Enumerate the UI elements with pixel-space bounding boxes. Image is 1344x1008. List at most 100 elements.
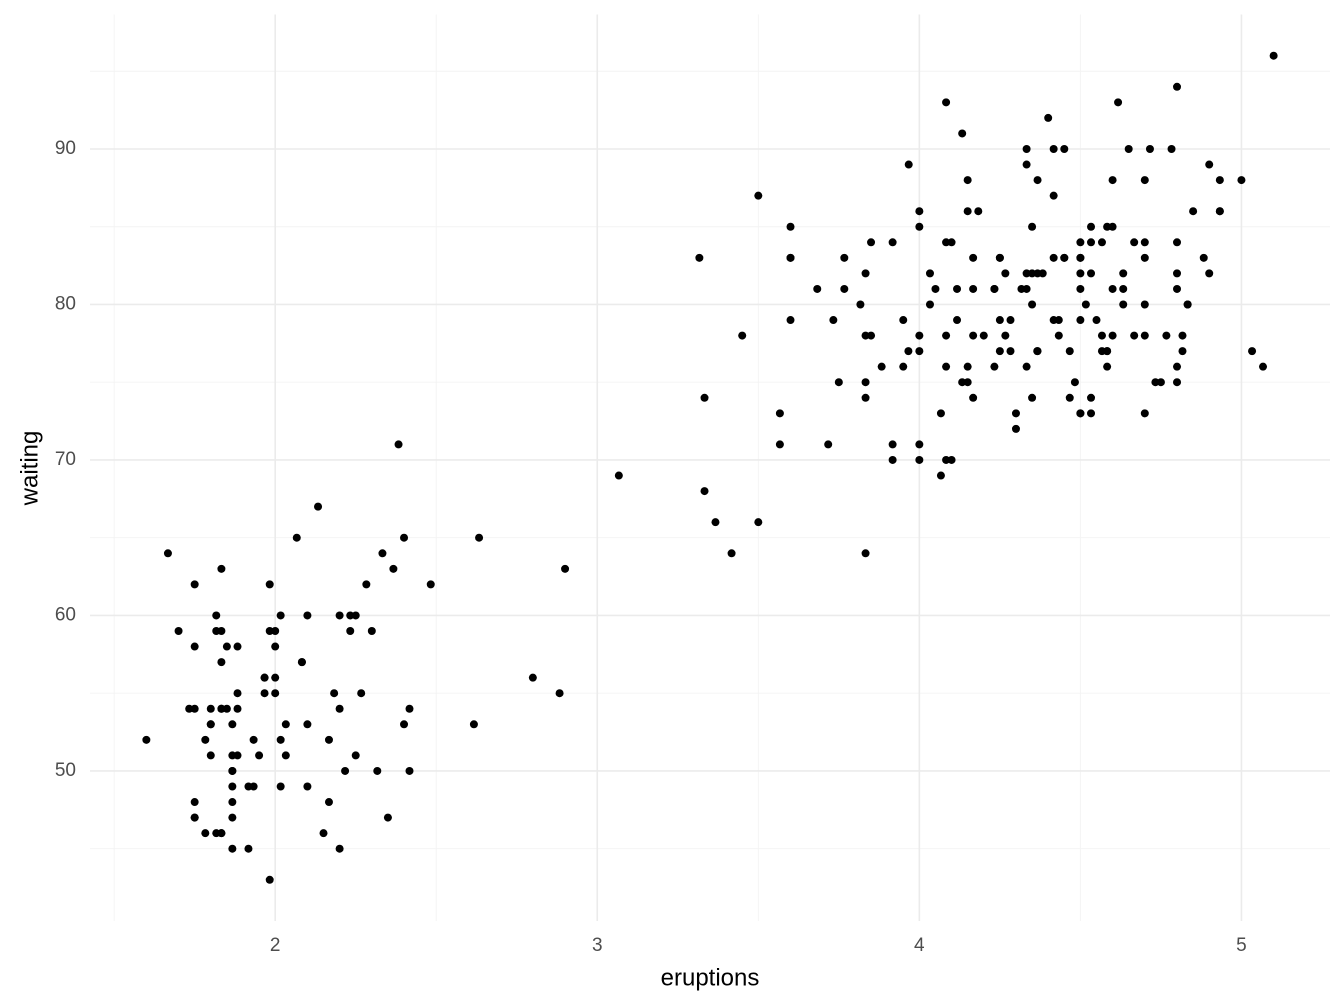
point [1173,269,1182,278]
point [292,533,301,542]
point [271,642,280,651]
point [394,440,403,449]
point [754,191,763,200]
point [1070,378,1079,387]
point [1097,238,1106,247]
point [271,627,280,636]
point [1092,316,1101,325]
point [389,564,398,573]
point [1022,269,1031,278]
point [233,642,242,651]
point [276,611,285,620]
point [217,564,226,573]
point [963,207,972,216]
point [228,844,237,853]
point [265,627,274,636]
point [867,331,876,340]
point [775,440,784,449]
point [963,362,972,371]
point [1065,393,1074,402]
point [1022,284,1031,293]
point [206,704,215,713]
point [1022,144,1031,153]
y-tick-label: 70 [55,449,76,470]
point [400,533,409,542]
point [1119,284,1128,293]
point [824,440,833,449]
point [319,829,328,838]
point [297,658,306,667]
point [1119,269,1128,278]
point [1028,222,1037,231]
point [335,611,344,620]
point [925,300,934,309]
point [1006,316,1015,325]
point [1049,191,1058,200]
point [888,440,897,449]
x-tick-label: 2 [270,935,281,956]
point [925,269,934,278]
point [405,766,414,775]
point [942,455,951,464]
point [1076,316,1085,325]
point [426,580,435,589]
point [163,549,172,558]
point [813,284,822,293]
point [969,284,978,293]
point [867,238,876,247]
point [958,378,967,387]
point [754,518,763,527]
point [346,611,355,620]
point [942,331,951,340]
point [947,455,956,464]
point [233,689,242,698]
point [228,766,237,775]
point [335,844,344,853]
point [1140,409,1149,418]
point [969,393,978,402]
point [1119,300,1128,309]
point [1167,144,1176,153]
point [1140,331,1149,340]
point [561,564,570,573]
point [1087,393,1096,402]
point [1087,269,1096,278]
point [405,704,414,713]
point [265,580,274,589]
point [861,393,870,402]
point [228,813,237,822]
point [1173,82,1182,91]
point [1108,331,1117,340]
point [190,813,199,822]
point [834,378,843,387]
point [528,673,537,682]
point [1022,160,1031,169]
point [1140,176,1149,185]
point [1199,253,1208,262]
point [1205,160,1214,169]
point [1108,222,1117,231]
point [383,813,392,822]
point [1183,300,1192,309]
point [775,409,784,418]
point [1087,238,1096,247]
y-axis-title: waiting [16,431,43,507]
point [1081,300,1090,309]
point [1156,378,1165,387]
point [936,409,945,418]
point [915,347,924,356]
point [963,176,972,185]
x-axis-title: eruptions [661,964,760,991]
point [1076,253,1085,262]
point [475,533,484,542]
point [990,362,999,371]
point [963,378,972,387]
y-tick-label: 90 [55,138,76,159]
point [727,549,736,558]
point [899,316,908,325]
point [995,253,1004,262]
point [969,331,978,340]
point [840,284,849,293]
point [357,689,366,698]
point [1033,269,1042,278]
